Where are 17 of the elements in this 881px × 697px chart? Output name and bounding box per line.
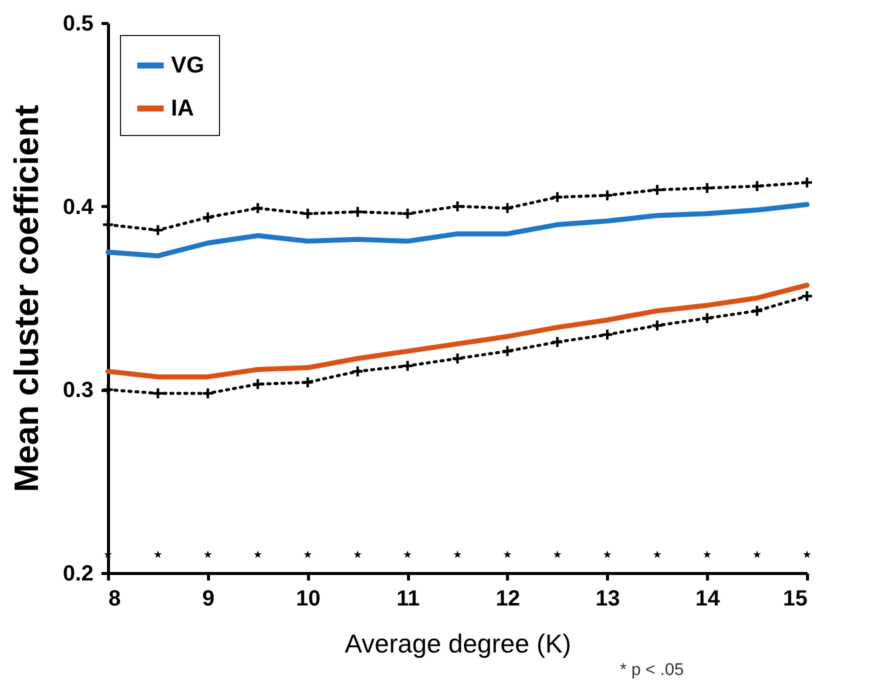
- y-tick-label: 0.2: [62, 560, 94, 586]
- text: * p < .05: [620, 660, 684, 680]
- x-tick-label: 14: [695, 586, 721, 610]
- x-tick-label: 9: [202, 586, 214, 610]
- x-tick-label: 10: [296, 586, 320, 610]
- x-tick-label: 15: [783, 586, 808, 610]
- legend-label: VG: [171, 52, 204, 78]
- x-tick-label: 11: [396, 586, 420, 610]
- x-tick-label: 8: [108, 586, 121, 610]
- y-tick-label: 0.3: [62, 377, 94, 402]
- x-axis-title: Average degree (K): [344, 628, 572, 658]
- y-axis-title: Mean cluster coefficient: [8, 104, 46, 492]
- legend-label: IA: [171, 94, 194, 120]
- y-tick-label: 0.5: [62, 10, 94, 36]
- x-tick-label: 13: [596, 586, 620, 610]
- x-tick-label: 12: [496, 586, 520, 610]
- y-tick-label: 0.4: [62, 194, 94, 219]
